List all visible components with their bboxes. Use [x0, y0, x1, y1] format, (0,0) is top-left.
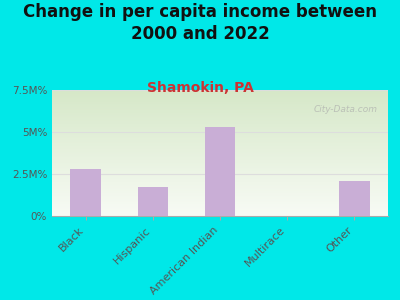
Bar	[70, 169, 101, 216]
Bar	[205, 127, 235, 216]
Text: Change in per capita income between
2000 and 2022: Change in per capita income between 2000…	[23, 3, 377, 43]
Bar	[339, 181, 370, 216]
Bar	[138, 188, 168, 216]
Text: City-Data.com: City-Data.com	[314, 105, 378, 114]
Text: Shamokin, PA: Shamokin, PA	[146, 81, 254, 95]
